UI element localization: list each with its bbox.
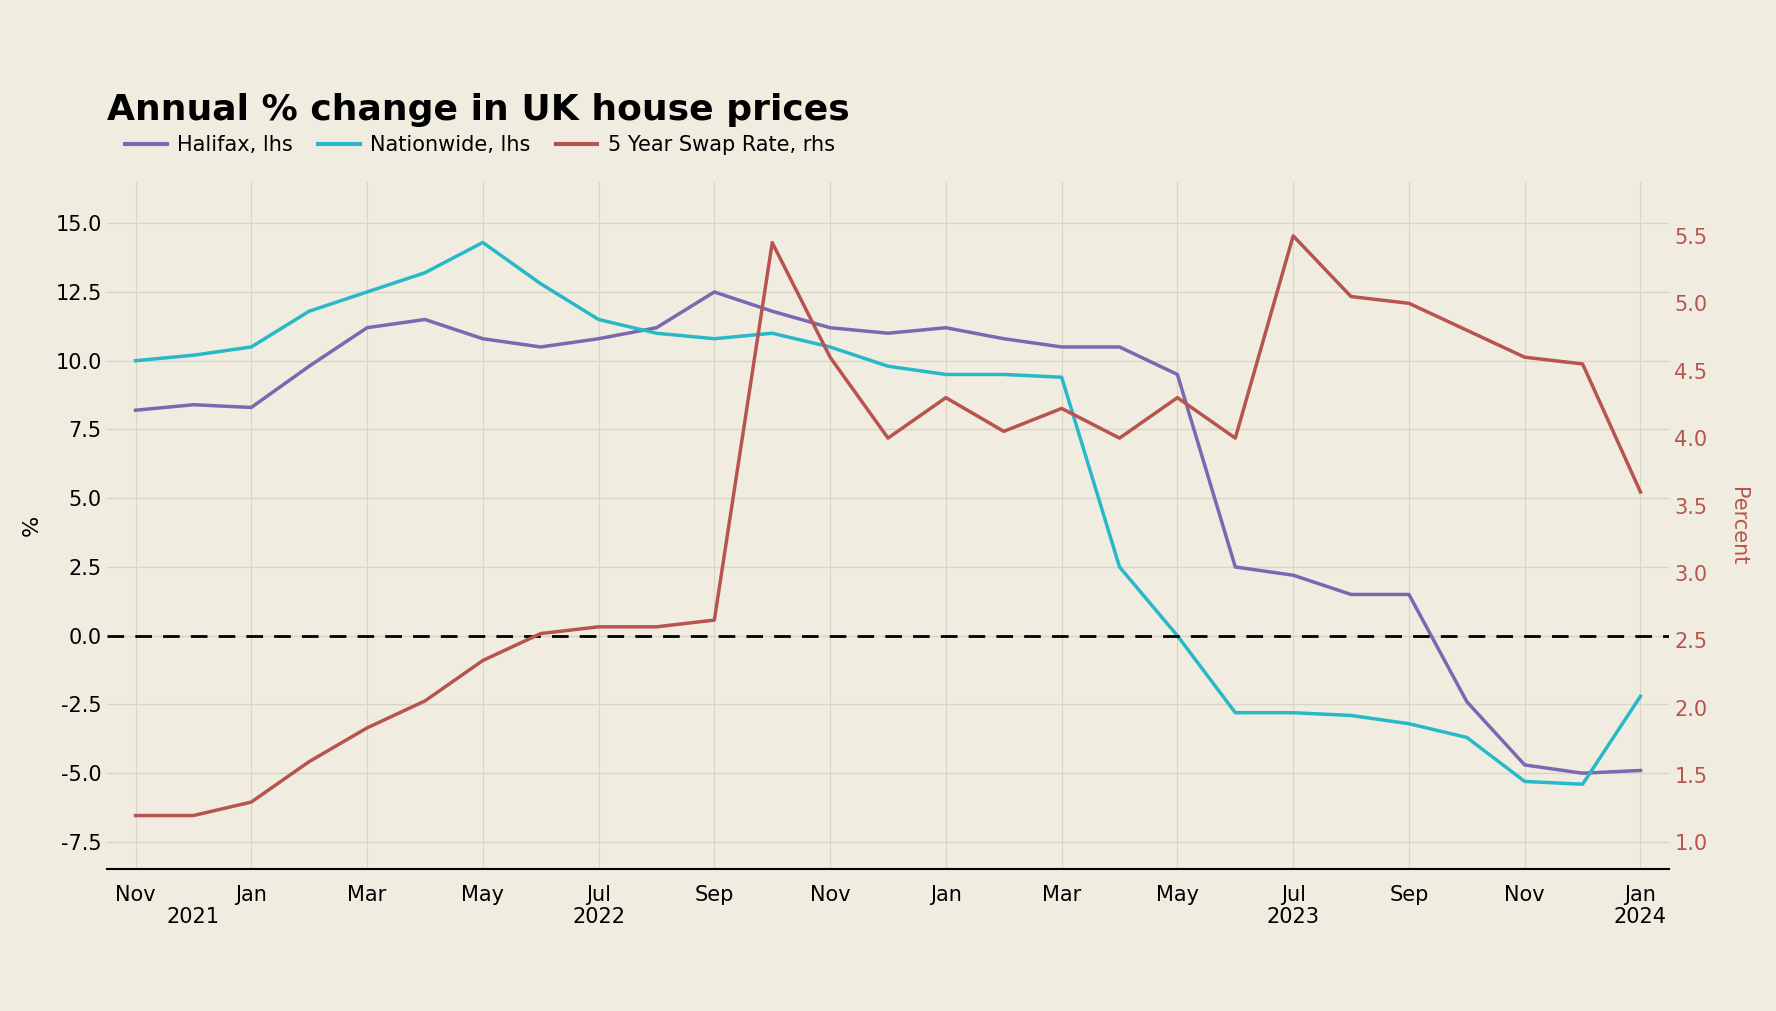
Text: May: May (462, 885, 504, 905)
Text: Jul: Jul (1280, 885, 1305, 905)
Text: Sep: Sep (1389, 885, 1428, 905)
Legend: Halifax, lhs, Nationwide, lhs, 5 Year Swap Rate, rhs: Halifax, lhs, Nationwide, lhs, 5 Year Sw… (117, 127, 844, 164)
Text: Sep: Sep (694, 885, 733, 905)
Text: Annual % change in UK house prices: Annual % change in UK house prices (107, 93, 849, 126)
Y-axis label: Percent: Percent (1728, 486, 1748, 565)
Text: 2021: 2021 (167, 907, 220, 927)
Text: Jan: Jan (1625, 885, 1657, 905)
Text: Mar: Mar (1043, 885, 1082, 905)
Text: Jan: Jan (931, 885, 963, 905)
Text: May: May (1156, 885, 1199, 905)
Y-axis label: %: % (21, 515, 41, 537)
Text: Mar: Mar (348, 885, 387, 905)
Text: Jan: Jan (236, 885, 266, 905)
Text: 2022: 2022 (572, 907, 625, 927)
Text: Nov: Nov (810, 885, 851, 905)
Text: Jul: Jul (586, 885, 611, 905)
Text: Nov: Nov (1504, 885, 1545, 905)
Text: 2023: 2023 (1266, 907, 1320, 927)
Text: Nov: Nov (115, 885, 156, 905)
Text: 2024: 2024 (1614, 907, 1668, 927)
